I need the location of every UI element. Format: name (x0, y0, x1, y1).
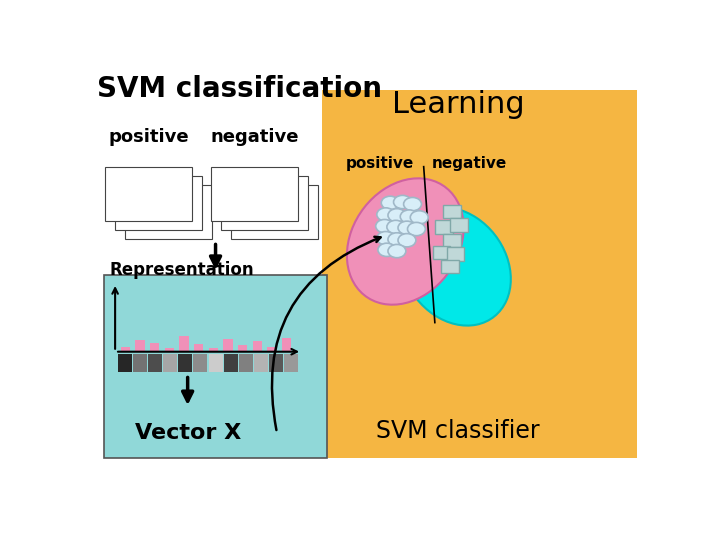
Bar (239, 354, 253, 372)
Polygon shape (231, 185, 318, 239)
Circle shape (388, 208, 406, 222)
Bar (441, 260, 459, 273)
Text: negative: negative (210, 128, 299, 146)
Text: negative: negative (432, 156, 507, 171)
Bar (163, 354, 177, 372)
Bar (194, 344, 203, 352)
Bar (267, 347, 276, 352)
Bar (253, 341, 262, 352)
Polygon shape (105, 167, 192, 221)
Bar (322, 90, 636, 458)
Bar (121, 347, 130, 352)
Text: positive: positive (346, 156, 414, 171)
Circle shape (394, 195, 411, 208)
Bar (224, 354, 238, 372)
Circle shape (398, 234, 416, 247)
Bar (179, 354, 192, 372)
Circle shape (388, 233, 406, 246)
Polygon shape (222, 176, 308, 230)
Bar (443, 234, 461, 247)
Bar (284, 354, 298, 372)
Bar (209, 348, 218, 352)
Bar (238, 345, 248, 352)
Bar (165, 348, 174, 352)
Bar (451, 218, 468, 232)
Bar (104, 275, 327, 458)
Bar (118, 354, 132, 372)
Bar (179, 336, 189, 352)
Text: positive: positive (108, 128, 189, 146)
Bar (269, 354, 283, 372)
Bar (436, 220, 454, 234)
Circle shape (387, 220, 405, 234)
Bar (133, 354, 147, 372)
Ellipse shape (347, 178, 464, 305)
Bar (254, 354, 268, 372)
Circle shape (408, 222, 426, 235)
Circle shape (388, 245, 406, 258)
Text: Learning: Learning (392, 90, 525, 119)
Circle shape (398, 221, 416, 234)
Bar (194, 354, 207, 372)
Circle shape (377, 208, 395, 221)
Bar (443, 205, 461, 218)
Text: Vector X: Vector X (135, 423, 240, 443)
Polygon shape (125, 185, 212, 239)
Polygon shape (212, 167, 298, 221)
Text: SVM classifier: SVM classifier (377, 418, 540, 443)
Bar (148, 354, 162, 372)
Bar (150, 343, 159, 352)
Bar (446, 247, 464, 261)
Circle shape (377, 232, 395, 245)
Ellipse shape (400, 207, 510, 326)
Bar (433, 246, 451, 259)
Circle shape (400, 210, 418, 223)
Circle shape (378, 243, 396, 256)
Bar (135, 340, 145, 352)
Circle shape (376, 219, 394, 233)
Circle shape (410, 211, 428, 224)
Text: SVM classification: SVM classification (96, 75, 382, 103)
Bar (282, 338, 292, 352)
Bar (209, 354, 222, 372)
Circle shape (382, 196, 399, 210)
Bar (223, 339, 233, 352)
Circle shape (404, 198, 421, 211)
Text: Representation: Representation (109, 261, 254, 279)
Polygon shape (115, 176, 202, 230)
